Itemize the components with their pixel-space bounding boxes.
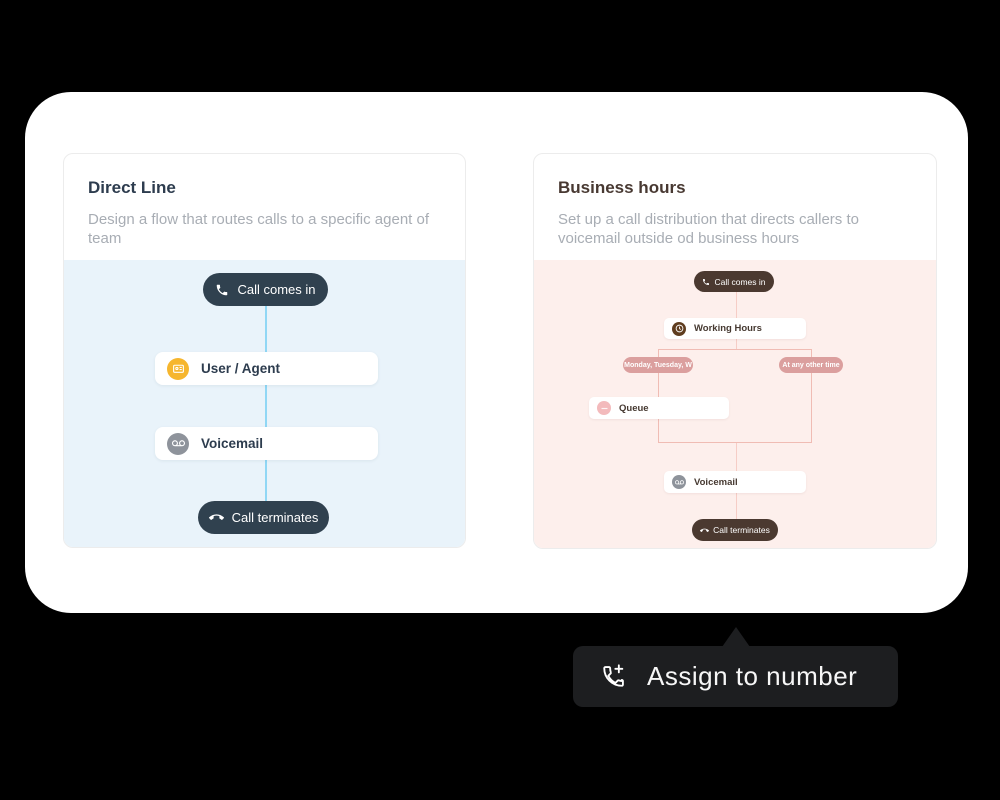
queue-icon <box>597 401 611 415</box>
call-comes-in-pill: Call comes in <box>694 271 774 292</box>
voicemail-node: Voicemail <box>155 427 378 460</box>
business-hours-flow-preview: Call comes in Working Hours Monday, Tues… <box>534 260 936 548</box>
queue-node: Queue <box>589 397 729 419</box>
flow-connector-line <box>736 493 737 519</box>
user-agent-node: User / Agent <box>155 352 378 385</box>
direct-line-card[interactable]: Direct Line Design a flow that routes ca… <box>63 153 466 548</box>
tooltip-arrow <box>722 627 750 647</box>
phone-hangup-icon <box>208 510 224 525</box>
phone-icon <box>215 283 229 297</box>
card-title: Direct Line <box>88 178 176 197</box>
flow-connector-line <box>265 306 267 501</box>
voicemail-node: Voicemail <box>664 471 806 493</box>
flow-connector-line <box>736 291 737 319</box>
branch-condition-days: Monday, Tuesday, W <box>623 357 693 373</box>
voicemail-icon <box>167 432 189 455</box>
pill-label: Call terminates <box>713 525 770 535</box>
card-subtitle: Design a flow that routes calls to a spe… <box>88 211 430 247</box>
voicemail-icon <box>672 475 686 489</box>
pill-label: Call terminates <box>231 510 319 525</box>
pill-label: Call comes in <box>714 276 766 287</box>
branch-condition-other-time: At any other time <box>779 357 843 373</box>
phone-icon <box>702 278 710 286</box>
flow-connector-line <box>736 443 737 471</box>
direct-line-header: Direct Line Design a flow that routes ca… <box>64 154 465 248</box>
call-terminates-pill: Call terminates <box>692 519 778 541</box>
working-hours-node: Working Hours <box>664 318 806 339</box>
direct-line-flow-preview: Call comes in User / Agent Voicemail <box>64 260 465 547</box>
call-comes-in-pill: Call comes in <box>203 273 328 306</box>
branch-rectangle-connector <box>658 349 812 443</box>
card-subtitle: Set up a call distribution that directs … <box>558 211 859 247</box>
card-title: Business hours <box>558 178 686 197</box>
clock-icon <box>672 321 686 336</box>
add-call-icon <box>599 663 627 691</box>
flow-connector-line <box>736 338 737 349</box>
node-label: Voicemail <box>201 436 264 451</box>
main-panel: Direct Line Design a flow that routes ca… <box>25 92 968 613</box>
node-label: Queue <box>619 402 649 414</box>
node-label: Voicemail <box>694 476 738 488</box>
node-label: Working Hours <box>694 323 762 334</box>
call-terminates-pill: Call terminates <box>198 501 329 534</box>
tooltip-label: Assign to number <box>647 661 858 691</box>
id-badge-icon <box>167 357 189 380</box>
phone-hangup-icon <box>700 526 710 535</box>
assign-to-number-button[interactable]: Assign to number <box>573 627 898 707</box>
business-hours-card[interactable]: Business hours Set up a call distributio… <box>533 153 937 549</box>
node-label: User / Agent <box>201 361 281 376</box>
pill-label: Call comes in <box>237 282 316 297</box>
business-hours-header: Business hours Set up a call distributio… <box>534 154 936 248</box>
